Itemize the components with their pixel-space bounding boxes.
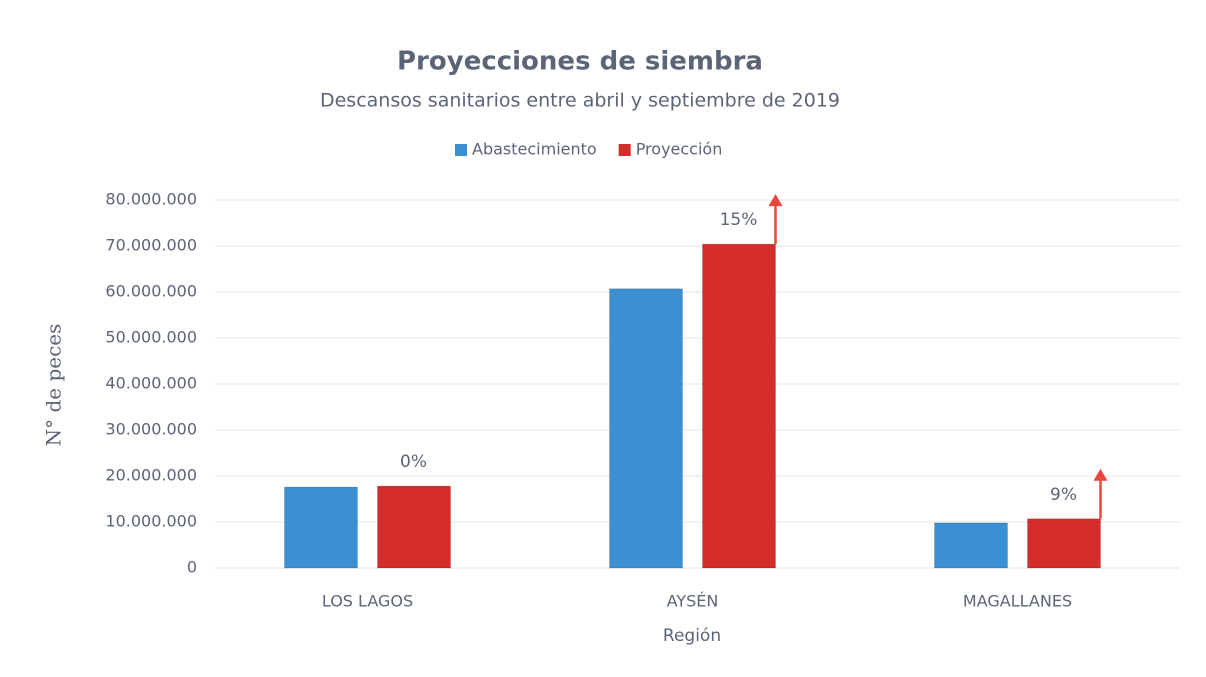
legend-swatch [455, 144, 467, 156]
arrow-head [768, 194, 783, 207]
y-tick-label: 60.000.000 [105, 282, 197, 301]
x-tick-label: AYSÉN [667, 592, 719, 611]
legend-swatch [618, 144, 631, 156]
arrow-head [1093, 468, 1108, 481]
annotation: 0% [400, 452, 427, 472]
y-tick-label: 20.000.000 [105, 466, 197, 485]
y-tick-label: 30.000.000 [105, 420, 197, 439]
bar [609, 288, 683, 569]
x-axis-label: Región [663, 626, 721, 646]
chart-title: Proyecciones de siembra [397, 47, 763, 77]
y-tick-label: 80.000.000 [105, 190, 197, 209]
y-tick-label: 0 [187, 558, 197, 577]
annotation: 9% [1050, 485, 1077, 505]
bar [1027, 518, 1101, 569]
y-tick-label: 10.000.000 [105, 512, 197, 531]
y-tick-label: 70.000.000 [105, 236, 197, 255]
y-tick-label: 40.000.000 [105, 374, 197, 393]
y-tick-label: 50.000.000 [105, 328, 197, 347]
annotation: 15% [720, 210, 758, 230]
x-tick-label: MAGALLANES [963, 592, 1072, 611]
y-axis-label: N° de peces [42, 324, 66, 447]
x-tick-label: LOS LAGOS [322, 592, 413, 611]
bar [377, 485, 451, 569]
chart-subtitle: Descansos sanitarios entre abril y septi… [320, 90, 840, 112]
bar [284, 486, 358, 569]
bar [934, 522, 1008, 569]
legend-label: Proyección [636, 140, 723, 159]
legend-label: Abastecimiento [472, 140, 597, 159]
bar [702, 243, 776, 569]
